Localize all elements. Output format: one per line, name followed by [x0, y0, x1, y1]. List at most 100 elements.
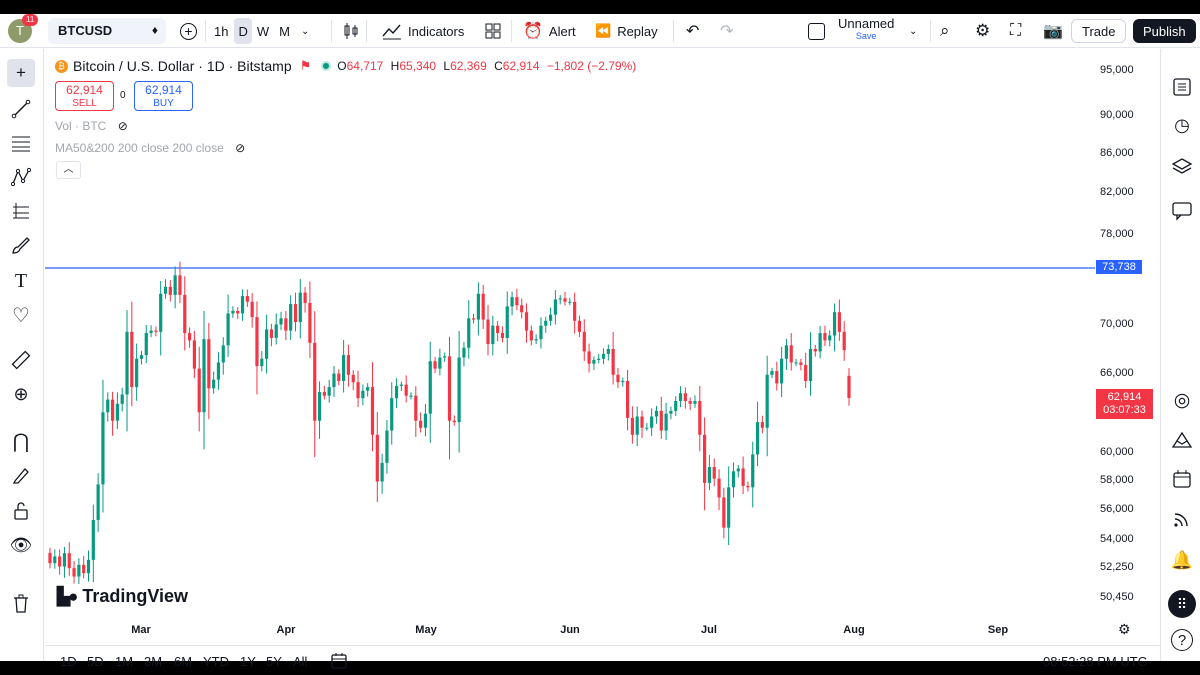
lock-icon[interactable]	[7, 497, 35, 525]
layout-name-button[interactable]: Unnamed Save	[838, 17, 894, 42]
eye-icon[interactable]: 👁	[9, 534, 33, 555]
ma-indicator-row[interactable]: MA50&200 200 close 200 close ⊘	[55, 141, 245, 155]
candle-body	[163, 286, 168, 294]
candle-body	[669, 410, 673, 414]
zoom-in-icon[interactable]: ⊕	[13, 383, 29, 404]
price-chart[interactable]	[45, 49, 1160, 609]
fullscreen-button[interactable]: ⛶	[1004, 18, 1027, 44]
settings-button[interactable]: ⚙	[969, 18, 996, 44]
candle-body	[419, 420, 423, 428]
speedometer-icon[interactable]: ◎	[1173, 389, 1191, 411]
redo-button[interactable]: ↷	[714, 18, 739, 44]
quick-search-button[interactable]: ⌕	[934, 18, 956, 44]
candle-body	[731, 471, 736, 488]
candle-body	[279, 318, 283, 325]
candle-body	[48, 552, 52, 564]
undo-icon: ↶	[686, 23, 700, 40]
interval-w[interactable]: W	[256, 23, 270, 39]
interval-m[interactable]: M	[279, 23, 290, 39]
chat-icon[interactable]	[1168, 197, 1196, 225]
volume-indicator-row[interactable]: Vol · BTC ⊘	[55, 119, 128, 133]
candle-body	[770, 371, 774, 375]
range-button-5d[interactable]: 5D	[87, 654, 104, 669]
candle-body	[250, 301, 254, 318]
candles-icon[interactable]	[336, 18, 366, 44]
candle-body	[847, 375, 851, 398]
range-button-all[interactable]: All	[293, 654, 308, 669]
magnet-icon[interactable]: ⋂	[12, 430, 30, 453]
pattern-icon[interactable]	[7, 163, 35, 191]
interval-d[interactable]: D	[234, 18, 252, 44]
candle-body	[308, 302, 312, 343]
watchlist-icon[interactable]	[1168, 73, 1196, 101]
crosshair-icon[interactable]: +	[7, 59, 35, 87]
chevron-down-icon[interactable]: ⌄	[300, 25, 310, 37]
add-symbol-button[interactable]: +	[174, 18, 203, 44]
scale-settings-gear-icon[interactable]: ⚙	[1118, 621, 1131, 637]
fib-retracement-icon[interactable]	[7, 129, 35, 157]
candle-body	[587, 351, 591, 364]
right-sidebar: ◷ ◎ 🔔 ⠿ ?	[1160, 49, 1200, 661]
candle-body	[438, 357, 442, 369]
help-icon[interactable]: ?	[1171, 629, 1193, 651]
bell-icon[interactable]: 🔔	[1170, 549, 1194, 570]
candle-body	[486, 319, 490, 345]
candle-body	[553, 299, 557, 315]
symbol-search[interactable]: BTCUSD ♦	[48, 18, 166, 44]
indicators-button[interactable]: Indicators	[376, 18, 470, 44]
interval-1h[interactable]: 1h	[214, 23, 229, 39]
broadcast-icon[interactable]	[1168, 505, 1196, 533]
candle-body	[462, 347, 466, 358]
publish-button[interactable]: Publish	[1133, 19, 1196, 43]
apps-grid-icon[interactable]: ⠿	[1168, 590, 1196, 618]
candle-body	[361, 390, 365, 399]
hidden-eye-icon[interactable]: ⊘	[235, 141, 246, 155]
range-button-5y[interactable]: 5Y	[266, 654, 282, 669]
brush-icon[interactable]	[7, 231, 35, 259]
price-scale-label: 54,000	[1100, 533, 1134, 545]
bitcoin-icon: ₿	[55, 59, 68, 73]
calendar-icon[interactable]	[1168, 465, 1196, 493]
utc-clock[interactable]: 08:52:28 PM UTC	[1043, 654, 1148, 669]
time-axis-label: Jul	[701, 624, 717, 636]
candle-body	[443, 356, 447, 358]
candle-body	[659, 410, 663, 431]
clock-icon[interactable]: ◷	[1174, 114, 1190, 135]
undo-button[interactable]: ↶	[680, 18, 705, 44]
candle-body	[548, 314, 553, 321]
mountain-icon[interactable]	[1168, 425, 1196, 453]
range-button-1m[interactable]: 1M	[115, 654, 134, 669]
layers-icon[interactable]	[1168, 153, 1196, 181]
price-scale-label: 90,000	[1100, 109, 1134, 121]
trash-icon[interactable]	[7, 590, 35, 618]
forecast-icon[interactable]	[7, 197, 35, 225]
candle-body	[640, 416, 644, 428]
date-range-calendar-icon[interactable]	[329, 651, 349, 674]
snapshot-button[interactable]: 📷	[1037, 18, 1069, 44]
candle-body	[125, 331, 129, 395]
replay-button[interactable]: ⏪ Replay	[589, 18, 664, 44]
candle-body	[452, 420, 456, 423]
range-button-1y[interactable]: 1Y	[240, 654, 256, 669]
trend-line-icon[interactable]	[7, 95, 35, 123]
ruler-icon[interactable]	[7, 346, 35, 374]
range-button-ytd[interactable]: YTD	[203, 654, 229, 669]
range-button-3m[interactable]: 3M	[144, 654, 163, 669]
tradingview-logo-icon: ▙●	[57, 586, 78, 606]
range-button-6m[interactable]: 6M	[174, 654, 193, 669]
heart-icon[interactable]: ♡	[12, 304, 30, 327]
templates-button[interactable]	[478, 18, 508, 44]
trade-button[interactable]: Trade	[1071, 19, 1127, 43]
sell-button[interactable]: 62,914 SELL	[55, 81, 114, 111]
camera-icon: 📷	[1043, 23, 1063, 40]
collapse-legend-button[interactable]: ︿	[56, 161, 81, 179]
text-icon[interactable]: T	[14, 269, 28, 292]
layout-checkbox-icon[interactable]	[808, 23, 825, 40]
layout-chevron-down-icon[interactable]: ⌄	[909, 25, 918, 37]
buy-button[interactable]: 62,914 BUY	[134, 81, 193, 111]
hidden-eye-icon[interactable]: ⊘	[117, 119, 128, 133]
lock-pencil-icon[interactable]	[7, 461, 35, 489]
range-button-1d[interactable]: 1D	[60, 654, 77, 669]
alert-button[interactable]: ⏰ Alert	[517, 18, 582, 44]
candle-body	[159, 293, 163, 332]
